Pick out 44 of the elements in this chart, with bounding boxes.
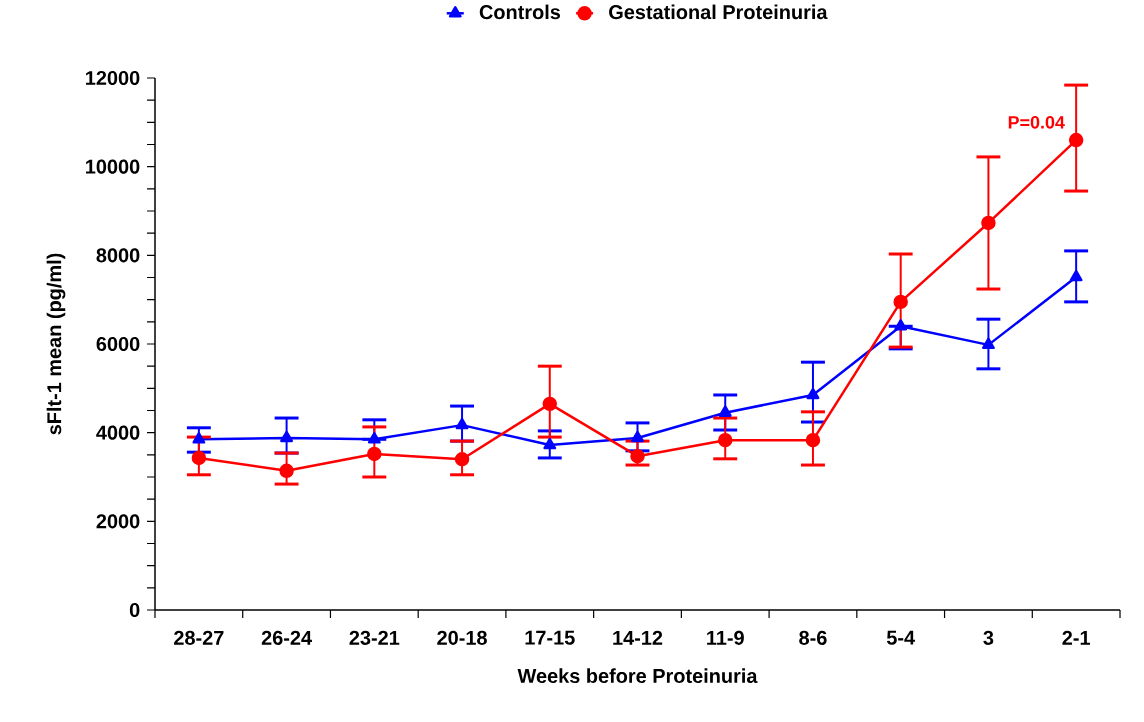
x-tick-label: 17-15 [525,630,575,645]
point [1069,269,1083,282]
point [981,337,995,350]
annotation: P=0.04 [1008,115,1065,129]
point [718,432,733,448]
y-tick-label: 4000 [96,425,140,440]
legend-label: Controls [479,4,561,20]
x-tick-label: 23-21 [349,630,400,645]
point [367,446,382,462]
point [631,430,644,443]
y-tick-label: 12000 [86,70,140,86]
point [367,432,381,444]
y-axis-title: sFlt-1 mean (pg/ml) [46,253,66,435]
x-axis-title: Weeks before Proteinuria [517,668,758,683]
y-tick-label: 2000 [96,514,140,529]
point [191,450,207,466]
point [543,437,557,450]
point [718,405,732,417]
point [455,417,469,430]
point [542,396,557,412]
x-tick-label: 26-24 [261,630,312,645]
point [279,463,294,479]
point [806,387,820,400]
point [981,215,996,231]
point [280,430,294,443]
x-tick-label: 2-1 [1062,630,1090,645]
point [894,319,908,331]
point [454,452,470,467]
point [893,294,908,310]
y-tick-label: 0 [129,602,140,618]
y-tick-label: 10000 [86,159,140,174]
y-tick-label: 8000 [96,248,140,263]
x-tick-label: 11-9 [707,630,744,645]
x-tick-label: 14-12 [613,630,663,645]
y-tick-label: 6000 [96,336,140,352]
point [805,432,821,448]
x-tick-label: 8-6 [799,630,827,645]
point [192,432,206,444]
x-tick-label: 3 [983,630,994,645]
legend-label: Gestational Proteinuria [609,4,828,20]
x-tick-label: 20-18 [437,630,487,645]
x-tick-label: 28-27 [174,630,224,645]
point [1068,132,1084,148]
x-tick-label: 5-4 [886,630,915,645]
